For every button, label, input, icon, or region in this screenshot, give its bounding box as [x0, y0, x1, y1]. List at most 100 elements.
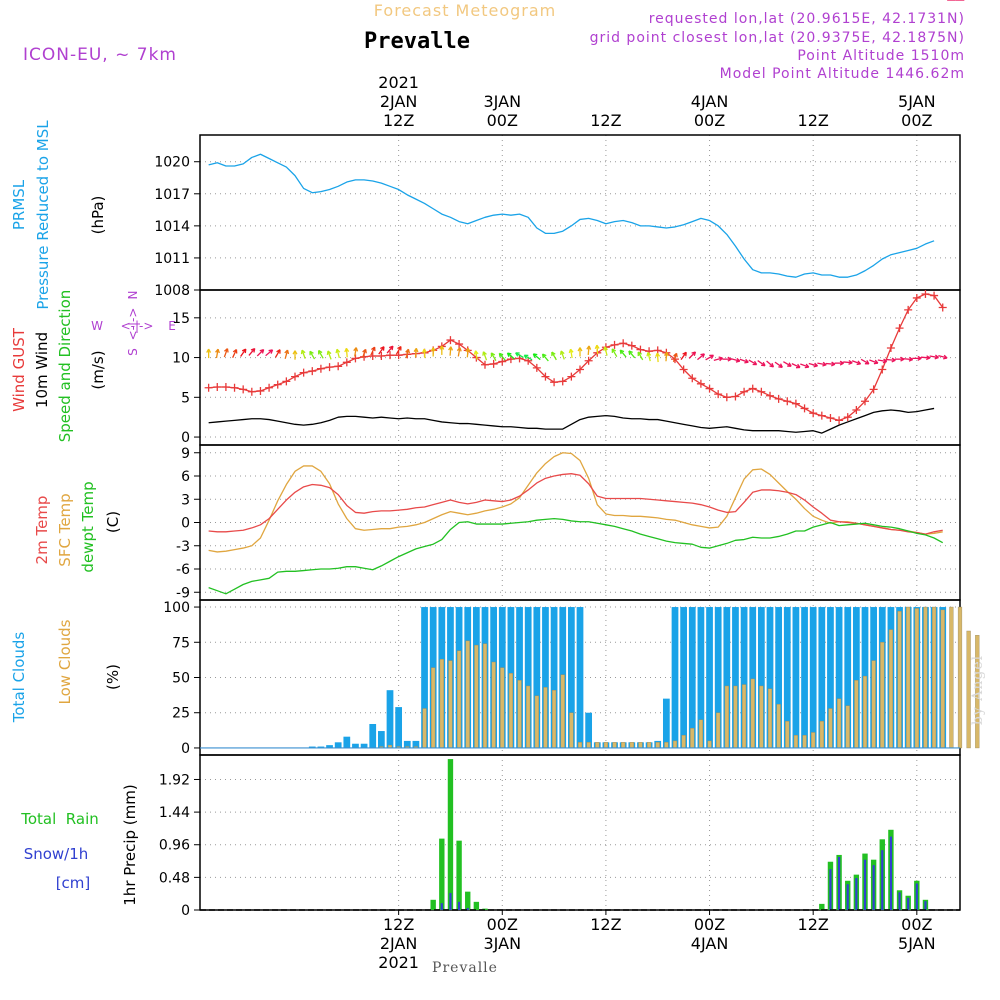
wind-direction-arrow: [637, 351, 644, 361]
gust-marker: [221, 382, 230, 391]
ytick-label: 50: [172, 671, 190, 687]
gust-marker: [567, 372, 576, 381]
wind-direction-arrow: [541, 353, 549, 362]
wind-direction-arrow: [274, 349, 281, 358]
total-cloud-bar: [844, 607, 852, 748]
low-cloud-bar: [655, 742, 660, 749]
low-cloud-bar: [871, 660, 876, 749]
wind-direction-arrow: [843, 359, 853, 365]
subtitle: Forecast Meteogram: [374, 1, 556, 20]
wind-direction-arrow: [395, 345, 402, 355]
top-time-label: 5JAN: [898, 92, 936, 111]
total-cloud-bar: [369, 724, 377, 748]
total-cloud-bar: [827, 607, 834, 748]
top-time-label: 12Z: [383, 111, 414, 130]
low-cloud-bar: [577, 742, 583, 749]
total-cloud-bar: [360, 743, 368, 748]
low-cloud-bar: [966, 630, 971, 749]
wind-direction-arrow: [800, 363, 810, 369]
pressure-frame: [199, 134, 961, 291]
low-cloud-bar: [828, 708, 833, 749]
rain-bar: [430, 899, 436, 910]
wind-direction-arrow: [568, 348, 574, 359]
wind-direction-arrow: [326, 350, 332, 360]
gust-marker: [912, 293, 921, 302]
pressure-panel-labels: PRMSL Pressure Reduced to MSL (hPa): [10, 120, 107, 310]
snow-bar: [440, 903, 443, 910]
gust-marker: [800, 404, 809, 413]
sfctemp-line: [208, 452, 943, 553]
wind-direction-arrow: [223, 348, 229, 358]
wind-direction-arrow: [465, 347, 471, 358]
bottom-time-label: 5JAN: [898, 934, 936, 953]
gust-marker: [489, 359, 498, 368]
requested-location: requested lon,lat (20.9615E, 42.1731N): [649, 11, 965, 27]
gust-marker: [817, 411, 826, 420]
total-cloud-bar: [835, 607, 843, 748]
gust-marker: [722, 393, 731, 402]
ytick-label: 1011: [154, 251, 190, 267]
snow-bar: [907, 897, 910, 910]
gust-marker: [368, 351, 377, 360]
wind-direction-arrow: [232, 348, 238, 358]
wind-direction-arrow: [240, 348, 247, 357]
low-cloud-bar: [526, 685, 531, 749]
snow-bar: [466, 907, 469, 910]
wind-direction-arrow: [551, 351, 557, 361]
ytick-label: 15: [172, 311, 190, 327]
low-cloud-bar: [586, 742, 591, 749]
ytick-label: 0.48: [159, 870, 190, 886]
wind-direction-arrow: [697, 353, 705, 361]
gust-marker: [861, 397, 869, 406]
total-cloud-bar: [550, 607, 558, 748]
wind-direction-arrow: [594, 344, 600, 355]
low-cloud-bar: [733, 685, 738, 749]
gust-marker: [291, 372, 299, 381]
ytick-label: 25: [172, 706, 190, 722]
gust-marker: [852, 406, 861, 415]
gust-marker: [938, 303, 947, 312]
ytick-label: 1008: [154, 283, 190, 299]
low-cloud-bar: [932, 606, 937, 749]
low-cloud-bar: [448, 660, 453, 749]
wind-direction-arrow: [672, 352, 678, 363]
gust-marker: [325, 363, 334, 372]
bottom-time-label: 12Z: [590, 915, 621, 934]
gust-marker: [843, 413, 852, 422]
wind10m-label: 10m Wind: [33, 332, 51, 408]
low-cloud-bar: [897, 611, 902, 749]
ytick-label: 0: [181, 741, 190, 757]
gust-marker: [688, 374, 697, 383]
wind-direction-arrow: [920, 355, 931, 361]
top-time-label: 00Z: [487, 111, 518, 130]
low-cloud-bar: [672, 740, 678, 749]
wind-direction-arrow: [215, 348, 220, 359]
total-cloud-bar: [783, 607, 791, 748]
credit-watermark: by Angel: [970, 655, 986, 725]
low-cloud-bar: [638, 742, 643, 749]
low-clouds-label: Low Clouds: [56, 619, 74, 704]
wind-direction-arrow: [448, 346, 454, 356]
low-cloud-bar: [603, 742, 608, 749]
low-cloud-bar: [560, 674, 565, 749]
snow-bar: [898, 892, 901, 910]
total-clouds-label: Total Clouds: [10, 632, 28, 724]
top-time-label: 00Z: [694, 111, 725, 130]
temp2m-line: [208, 473, 943, 535]
gust-marker: [541, 372, 550, 381]
wind-direction-arrow: [663, 351, 669, 362]
total-cloud-bar: [352, 743, 359, 748]
ytick-label: 1014: [154, 219, 190, 235]
low-cloud-bar: [819, 720, 824, 749]
total-cloud-bar: [524, 607, 532, 748]
pressure-series: [208, 153, 935, 278]
dewpt-line: [208, 517, 944, 595]
gridpoint-location: grid point closest lon,lat (20.9375E, 42…: [590, 30, 965, 46]
gust-marker: [766, 391, 774, 400]
total-cloud-bar: [395, 707, 403, 748]
gust-marker: [308, 367, 317, 376]
wind-direction-arrow: [611, 348, 618, 358]
dewpt-label: dewpt Temp: [79, 481, 97, 572]
ytick-label: 1020: [154, 155, 190, 171]
